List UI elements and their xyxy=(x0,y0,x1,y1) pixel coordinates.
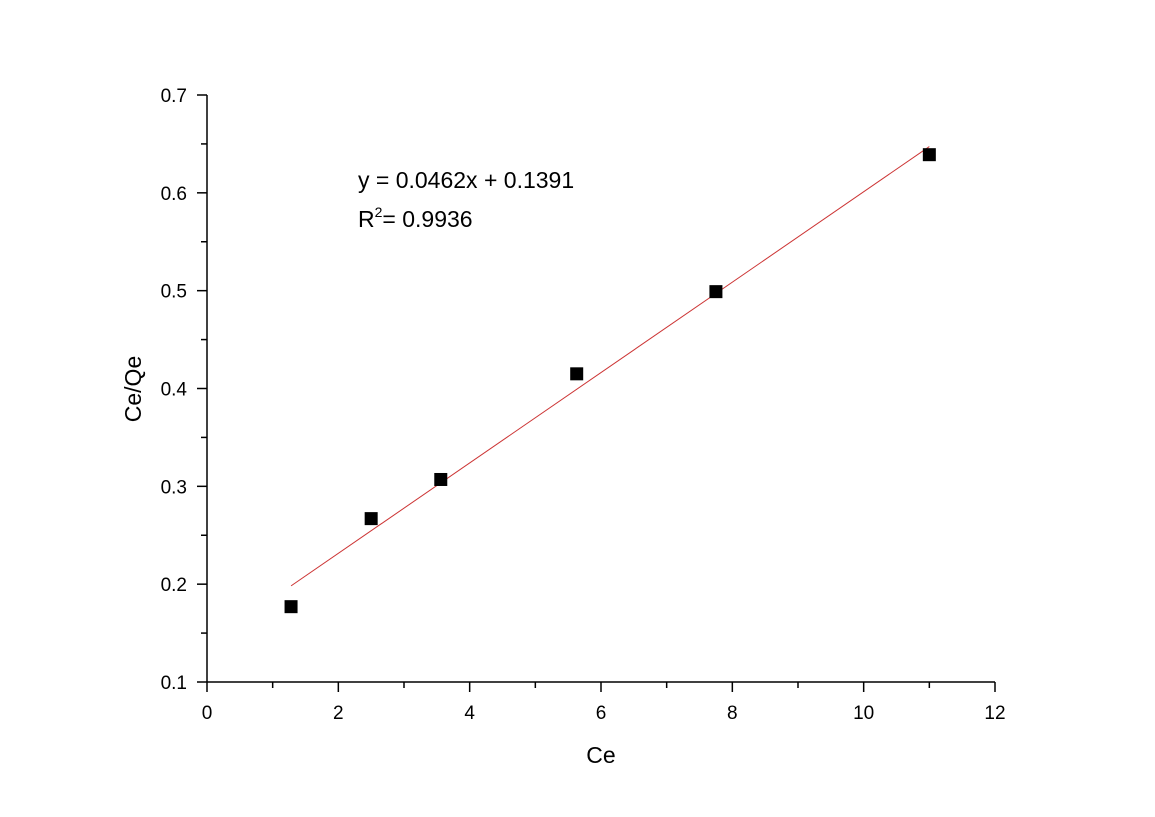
y-tick-label: 0.2 xyxy=(161,575,187,596)
data-point xyxy=(434,472,448,486)
x-tick-label: 6 xyxy=(596,703,607,724)
data-points xyxy=(284,148,936,614)
y-tick-label: 0.1 xyxy=(161,673,187,694)
y-tick-label: 0.4 xyxy=(161,380,188,401)
tick-labels: 0 2 4 6 8 10 12 0.1 0.2 0.3 0.4 0.5 0.6 0.7 xyxy=(161,86,1006,724)
equation-annotation: y = 0.0462x + 0.1391 xyxy=(358,167,574,193)
data-point xyxy=(570,367,584,381)
y-tick-label: 0.7 xyxy=(161,86,187,107)
x-tick-label: 8 xyxy=(727,703,738,724)
x-tick-label: 12 xyxy=(984,703,1005,724)
r-squared-prefix: R xyxy=(358,206,375,232)
fit-line xyxy=(290,146,930,587)
x-tick-label: 0 xyxy=(202,703,213,724)
r-squared-superscript: 2 xyxy=(375,204,383,220)
x-axis-title: Ce xyxy=(586,742,615,768)
y-tick-label: 0.3 xyxy=(161,477,187,498)
r-squared-annotation: R2= 0.9936 xyxy=(358,204,473,232)
r-squared-value: = 0.9936 xyxy=(382,206,472,232)
y-tick-label: 0.5 xyxy=(161,282,187,303)
x-tick-label: 10 xyxy=(853,703,874,724)
x-tick-label: 4 xyxy=(464,703,475,724)
y-tick-label: 0.6 xyxy=(161,184,187,205)
data-point xyxy=(364,512,378,526)
y-axis-title: Ce/Qe xyxy=(120,356,146,422)
data-point xyxy=(284,600,298,614)
data-point xyxy=(709,285,723,299)
x-tick-label: 2 xyxy=(333,703,344,724)
axis-ticks xyxy=(197,94,996,692)
data-point xyxy=(922,148,936,162)
